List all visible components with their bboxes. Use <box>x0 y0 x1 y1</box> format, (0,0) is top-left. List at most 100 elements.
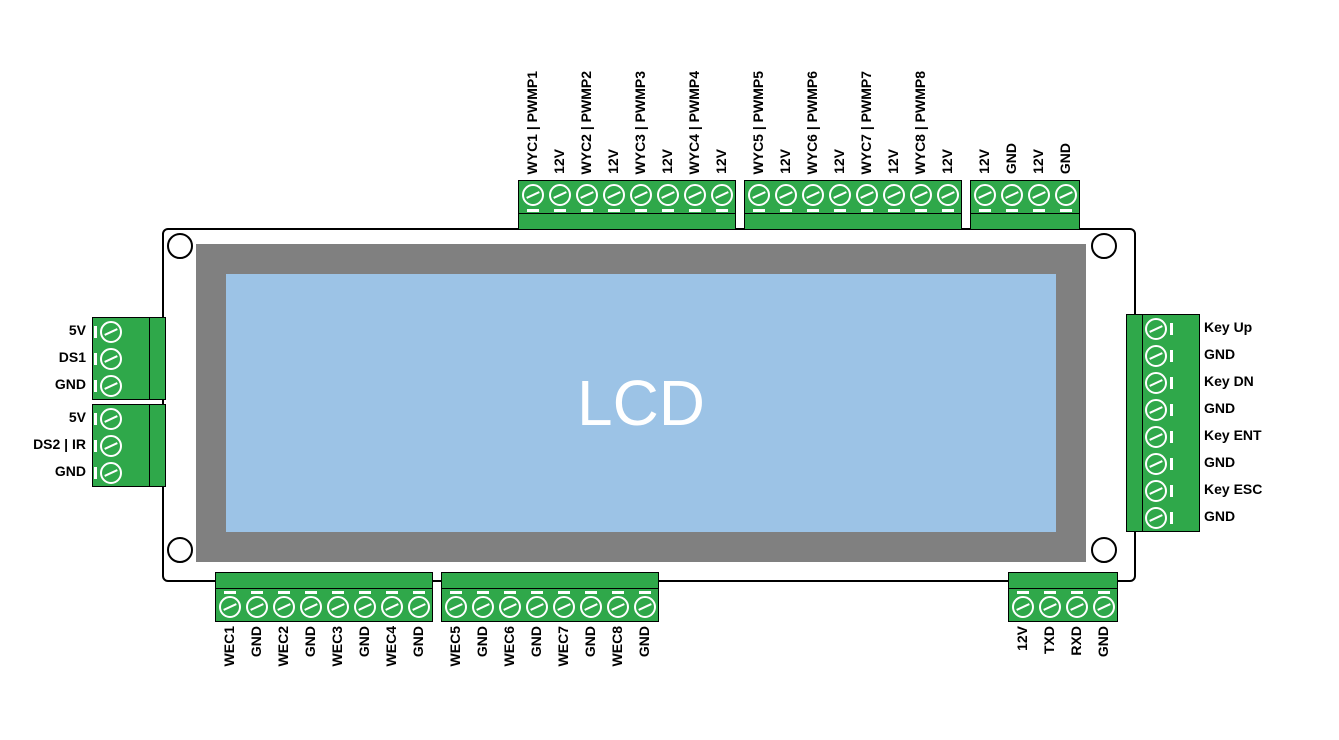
connector-bottom1 <box>215 588 433 622</box>
terminal-pin <box>604 589 631 621</box>
slot-icon <box>1170 404 1173 416</box>
slot-icon <box>1006 209 1018 212</box>
screw-icon <box>883 184 905 206</box>
pin-label: 12V <box>1030 149 1046 174</box>
slot-icon <box>1071 591 1083 594</box>
terminal-pin <box>934 181 961 213</box>
slot-icon <box>1170 458 1173 470</box>
screw-icon <box>445 596 467 618</box>
screw-icon <box>100 462 122 484</box>
connector-left1 <box>92 317 150 400</box>
screw-icon <box>802 184 824 206</box>
screw-icon <box>1145 345 1167 367</box>
screw-icon <box>1145 453 1167 475</box>
slot-icon <box>359 591 371 594</box>
pin-label: WYC3 | PWMP3 <box>632 71 648 174</box>
screw-icon <box>856 184 878 206</box>
slot-icon <box>888 209 900 212</box>
slot-icon <box>554 209 566 212</box>
screw-icon <box>1145 426 1167 448</box>
slot-icon <box>979 209 991 212</box>
screw-icon <box>1145 507 1167 529</box>
slot-icon <box>278 591 290 594</box>
pin-label: GND <box>528 626 544 657</box>
mount-hole <box>1091 537 1117 563</box>
connector-strip <box>148 317 166 400</box>
slot-icon <box>94 326 97 338</box>
screw-icon <box>522 184 544 206</box>
pin-label: GND <box>1003 143 1019 174</box>
pin-label: GND <box>55 376 86 392</box>
lcd-text: LCD <box>577 366 705 440</box>
terminal-pin <box>1143 342 1199 369</box>
screw-icon <box>273 596 295 618</box>
slot-icon <box>558 591 570 594</box>
slot-icon <box>386 591 398 594</box>
slot-icon <box>94 413 97 425</box>
terminal-pin <box>1036 589 1063 621</box>
slot-icon <box>94 380 97 392</box>
screw-icon <box>499 596 521 618</box>
pin-label: Key ENT <box>1204 427 1262 443</box>
screw-icon <box>219 596 241 618</box>
screw-icon <box>1145 480 1167 502</box>
mount-hole <box>167 537 193 563</box>
screw-icon <box>549 184 571 206</box>
slot-icon <box>780 209 792 212</box>
slot-icon <box>305 591 317 594</box>
terminal-pin <box>93 459 149 486</box>
pin-label: WEC3 <box>329 626 345 666</box>
slot-icon <box>477 591 489 594</box>
screw-icon <box>748 184 770 206</box>
terminal-pin <box>971 181 998 213</box>
terminal-pin <box>351 589 378 621</box>
screw-icon <box>100 348 122 370</box>
terminal-pin <box>799 181 826 213</box>
terminal-pin <box>93 318 149 345</box>
pin-label: RXD <box>1068 626 1084 656</box>
screw-icon <box>829 184 851 206</box>
screw-icon <box>630 184 652 206</box>
screw-icon <box>100 375 122 397</box>
pin-label: 12V <box>713 149 729 174</box>
screw-icon <box>327 596 349 618</box>
screw-icon <box>1145 372 1167 394</box>
terminal-pin <box>654 181 681 213</box>
terminal-pin <box>442 589 469 621</box>
terminal-pin <box>93 432 149 459</box>
terminal-pin <box>216 589 243 621</box>
connector-bottom3 <box>1008 588 1118 622</box>
connector-top3 <box>970 180 1080 214</box>
screw-icon <box>246 596 268 618</box>
screw-icon <box>100 321 122 343</box>
terminal-pin <box>378 589 405 621</box>
slot-icon <box>94 440 97 452</box>
slot-icon <box>1044 591 1056 594</box>
pin-label: 12V <box>551 149 567 174</box>
terminal-pin <box>1143 450 1199 477</box>
terminal-pin <box>519 181 546 213</box>
pin-label: GND <box>1204 454 1235 470</box>
pin-label: GND <box>248 626 264 657</box>
pin-label: GND <box>474 626 490 657</box>
pin-label: Key DN <box>1204 373 1254 389</box>
pin-label: Key ESC <box>1204 481 1262 497</box>
terminal-pin <box>1143 504 1199 531</box>
screw-icon <box>100 408 122 430</box>
screw-icon <box>711 184 733 206</box>
terminal-pin <box>243 589 270 621</box>
pin-label: GND <box>55 463 86 479</box>
slot-icon <box>1170 485 1173 497</box>
screw-icon <box>657 184 679 206</box>
slot-icon <box>1033 209 1045 212</box>
pin-label: GND <box>636 626 652 657</box>
terminal-pin <box>1143 315 1199 342</box>
slot-icon <box>689 209 701 212</box>
slot-icon <box>608 209 620 212</box>
connector-strip <box>148 404 166 487</box>
terminal-pin <box>405 589 432 621</box>
screw-icon <box>1145 318 1167 340</box>
pin-label: WYC2 | PWMP2 <box>578 71 594 174</box>
terminal-pin <box>998 181 1025 213</box>
pin-label: 12V <box>939 149 955 174</box>
